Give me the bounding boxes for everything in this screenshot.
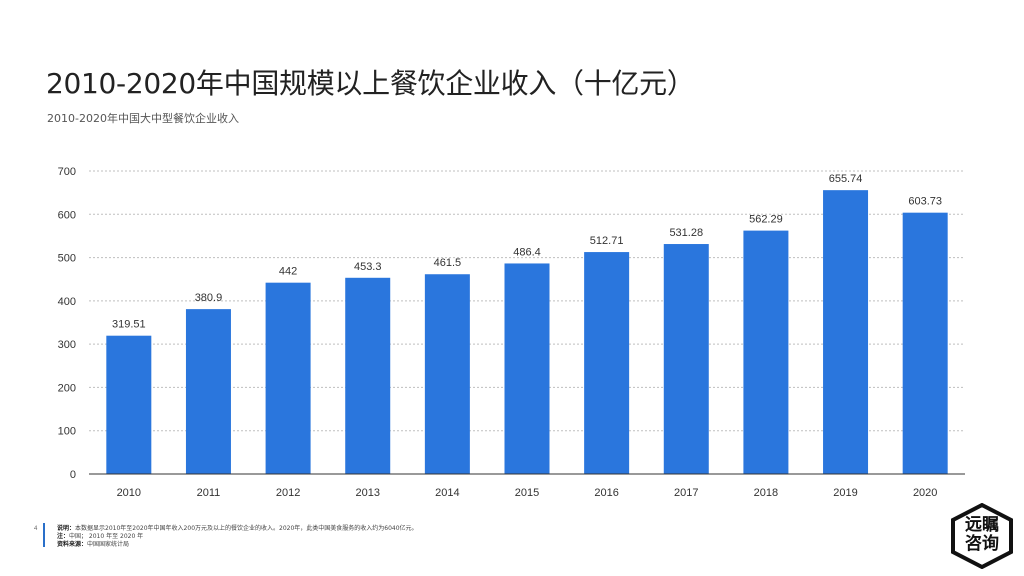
- bar: [504, 263, 550, 474]
- y-tick-label: 600: [58, 209, 76, 221]
- x-tick-label: 2011: [197, 487, 221, 499]
- bar: [185, 309, 231, 474]
- source-label: 资料来源：: [57, 541, 88, 548]
- company-logo: 远瞩 咨询: [949, 502, 1015, 570]
- x-tick-label: 2017: [674, 487, 698, 499]
- bar: [902, 212, 948, 475]
- data-label: 442: [279, 266, 297, 278]
- y-tick-label: 200: [58, 382, 76, 394]
- y-tick-label: 500: [58, 253, 76, 265]
- x-tick-label: 2015: [515, 487, 539, 499]
- x-tick-label: 2012: [276, 487, 300, 499]
- bar-chart: 0 100 200 300 400 500 600 700 319.51 2010 380.9 201…: [58, 166, 965, 499]
- description-label: 说明：: [57, 525, 76, 532]
- note-line: 注：中国； 2010 年至 2020 年: [57, 533, 418, 541]
- x-tick-label: 2010: [117, 487, 141, 499]
- data-label: 319.51: [112, 319, 146, 331]
- bar: [424, 274, 470, 474]
- y-tick-label: 0: [70, 469, 76, 481]
- bar: [823, 190, 869, 474]
- note-label: 注：: [57, 533, 70, 540]
- logo-hexagon-icon: [951, 502, 1013, 570]
- chart-title: 2010-2020年中国规模以上餐饮企业收入（十亿元）: [46, 67, 695, 100]
- source-line: 资料来源：中国国家统计局: [57, 541, 418, 549]
- y-tick-label: 300: [58, 339, 76, 351]
- description-text: 本数据显示2010年至2020年中国年收入200万元及以上的餐饮企业的收入。20…: [75, 525, 418, 532]
- description-line: 说明：本数据显示2010年至2020年中国年收入200万元及以上的餐饮企业的收入…: [57, 525, 418, 533]
- logo-line-2: 咨询: [965, 534, 999, 554]
- y-tick-label: 700: [58, 166, 76, 178]
- footer-accent-bar: [43, 523, 45, 547]
- y-tick-label: 400: [58, 296, 76, 308]
- x-tick-label: 2014: [435, 487, 459, 499]
- data-label: 603.73: [908, 196, 942, 208]
- bar: [584, 252, 630, 474]
- x-tick-label: 2016: [594, 487, 618, 499]
- bar: [106, 335, 152, 474]
- data-label: 655.74: [829, 173, 863, 185]
- bar: [743, 230, 789, 474]
- logo-text: 远瞩 咨询: [949, 516, 1015, 554]
- x-tick-label: 2019: [833, 487, 857, 499]
- note-text: 中国； 2010 年至 2020 年: [69, 533, 144, 540]
- data-label: 461.5: [434, 257, 462, 269]
- bar: [265, 282, 311, 474]
- y-tick-label: 100: [58, 426, 76, 438]
- logo-line-1: 远瞩: [965, 515, 999, 535]
- x-tick-label: 2018: [754, 487, 778, 499]
- bar: [345, 277, 391, 474]
- x-tick-label: 2020: [913, 487, 937, 499]
- x-tick-label: 2013: [355, 487, 379, 499]
- source-text: 中国国家统计局: [87, 541, 130, 548]
- chart-subtitle: 2010-2020年中国大中型餐饮企业收入: [47, 112, 239, 125]
- data-label: 486.4: [513, 246, 541, 258]
- data-label: 562.29: [749, 214, 783, 226]
- footer-notes: 说明：本数据显示2010年至2020年中国年收入200万元及以上的餐饮企业的收入…: [57, 525, 418, 549]
- bar: [663, 244, 709, 474]
- data-label: 380.9: [195, 292, 223, 304]
- data-label: 512.71: [590, 235, 624, 247]
- page-number: 4: [34, 526, 38, 532]
- data-label: 453.3: [354, 261, 382, 273]
- data-label: 531.28: [669, 227, 703, 239]
